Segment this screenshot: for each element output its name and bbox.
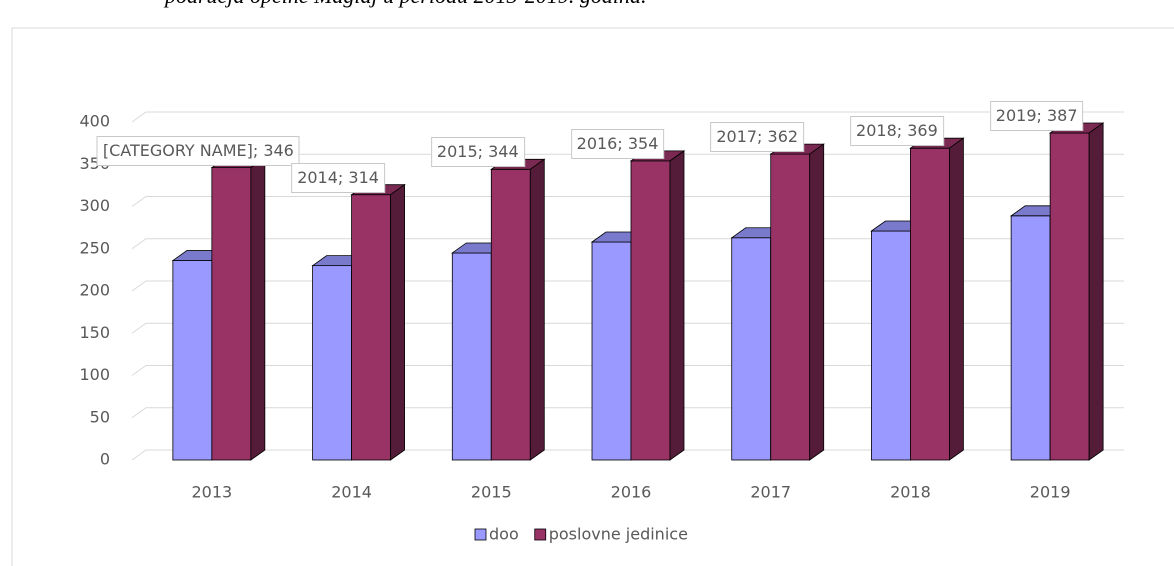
legend-swatch (474, 528, 487, 541)
y-tick-label: 250 (79, 238, 110, 257)
grid-line (131, 196, 1124, 207)
legend-label: doo (489, 525, 519, 544)
bar (731, 237, 772, 461)
bar (591, 241, 632, 461)
bar (1049, 132, 1090, 461)
bar (1010, 215, 1051, 461)
data-label: 2019; 387 (989, 100, 1084, 131)
y-tick-label: 150 (79, 323, 110, 342)
chart-frame (11, 27, 1174, 566)
y-tick-label: 300 (79, 196, 110, 215)
bar-side (390, 183, 405, 461)
data-label: [CATEGORY NAME]; 346 (96, 135, 300, 166)
bar-side (809, 143, 825, 461)
bar (630, 160, 671, 461)
y-tick-label: 400 (79, 112, 110, 131)
y-tick-label: 100 (79, 365, 110, 384)
bar (211, 167, 252, 461)
bar (871, 230, 911, 461)
data-label: 2017; 362 (710, 122, 805, 153)
bar (490, 168, 531, 461)
y-tick-label: 200 (79, 281, 110, 300)
bar-side (1088, 122, 1104, 461)
chart-title: područja općine Maglaj u periodu 2013-20… (163, 0, 647, 8)
bar (172, 260, 213, 461)
x-tick-label: 2014 (331, 483, 372, 502)
data-label: 2015; 344 (430, 137, 525, 168)
grid-line (131, 111, 1124, 123)
x-tick-label: 2017 (750, 483, 791, 502)
bar-side (250, 156, 266, 461)
bar (351, 194, 391, 461)
bar-side (669, 150, 685, 461)
x-tick-label: 2018 (890, 483, 931, 502)
x-tick-label: 2019 (1030, 483, 1071, 502)
x-tick-label: 2013 (191, 483, 232, 502)
data-label: 2016; 354 (570, 128, 665, 159)
bar (451, 252, 492, 461)
y-tick-label: 0 (100, 450, 110, 469)
data-label: 2014; 314 (291, 162, 385, 193)
legend-swatch (534, 528, 547, 541)
bar (312, 265, 352, 461)
bar-side (949, 137, 964, 461)
legend-label: poslovne jedinice (549, 525, 688, 544)
bar (910, 147, 950, 461)
x-tick-label: 2015 (471, 483, 512, 502)
x-tick-label: 2016 (611, 483, 652, 502)
bar-side (529, 158, 545, 461)
bar (770, 153, 811, 461)
data-label: 2018; 369 (850, 116, 944, 147)
y-tick-label: 50 (90, 407, 110, 426)
